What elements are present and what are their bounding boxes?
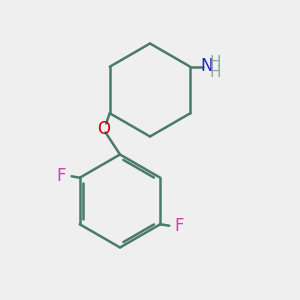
Text: H: H: [209, 64, 221, 80]
Text: H: H: [209, 55, 221, 70]
Text: F: F: [175, 217, 184, 235]
Text: N: N: [200, 56, 213, 74]
Text: F: F: [57, 167, 66, 185]
Text: O: O: [97, 120, 110, 138]
